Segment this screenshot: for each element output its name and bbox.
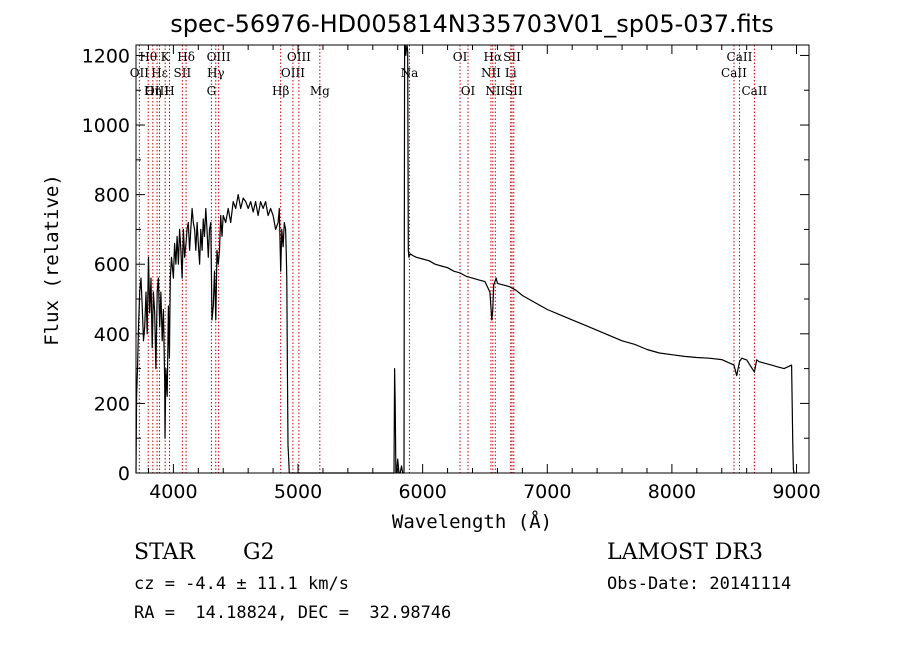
x-tick-label: 5000 <box>274 481 322 503</box>
emission-line-label: Li <box>505 66 517 80</box>
emission-line-label: Hη <box>144 84 162 98</box>
emission-line-label: OI <box>453 50 468 64</box>
emission-line-label: OIII <box>281 66 305 80</box>
emission-line-label: SII <box>174 66 192 80</box>
emission-line-label: Hθ <box>139 50 157 64</box>
plot-frame <box>135 44 810 474</box>
emission-line-label: SII <box>505 84 523 98</box>
emission-line-label: OIII <box>287 50 311 64</box>
y-tick-label: 400 <box>94 324 130 346</box>
emission-line-label: Hε <box>151 66 168 80</box>
chart-title: spec-56976-HD005814N335703V01_sp05-037.f… <box>170 10 773 38</box>
x-tick-label: 9000 <box>772 481 820 503</box>
emission-line-label: CaII <box>741 84 767 98</box>
x-tick-label: 8000 <box>648 481 696 503</box>
emission-line-label: SII <box>503 50 521 64</box>
y-tick-label: 200 <box>94 393 130 415</box>
y-tick-label: 1000 <box>82 115 130 137</box>
emission-line-label: OI <box>461 84 476 98</box>
spectrum-line-0 <box>135 44 796 474</box>
redshift-readout: cz = -4.4 ± 11.1 km/s <box>134 574 349 594</box>
object-class: STAR <box>134 540 195 565</box>
emission-line-label: Mg <box>310 84 330 98</box>
emission-line-label: K <box>161 50 171 64</box>
emission-line-label: NII <box>481 66 501 80</box>
y-tick-label: 0 <box>118 463 130 485</box>
emission-line-label: OIII <box>207 50 231 64</box>
x-tick-label: 6000 <box>398 481 446 503</box>
emission-line-label: Hγ <box>207 66 225 80</box>
emission-line-label: OIII <box>145 84 169 98</box>
spectrum-series <box>135 44 796 474</box>
object-subclass: G2 <box>243 540 275 565</box>
y-tick-label: 1200 <box>82 45 130 67</box>
observation-date: Obs-Date: 20141114 <box>607 574 792 594</box>
emission-line-label: CaII <box>721 66 747 80</box>
x-tick-label: 7000 <box>523 481 571 503</box>
emission-line-label: Hβ <box>272 84 289 98</box>
y-tick-label: 800 <box>94 185 130 207</box>
y-axis-label: Flux (relative) <box>41 174 63 346</box>
emission-line-label: Hα <box>484 50 503 64</box>
emission-line-label: CaII <box>727 50 753 64</box>
emission-line-label: Na <box>401 66 419 80</box>
coordinates-readout: RA = 14.18824, DEC = 32.98746 <box>134 603 452 623</box>
emission-line-label: G <box>207 84 217 98</box>
emission-line-label: Hδ <box>177 50 195 64</box>
y-tick-label: 600 <box>94 254 130 276</box>
x-tick-label: 4000 <box>149 481 197 503</box>
emission-line-label: H <box>164 84 174 98</box>
x-axis-label: Wavelength (Å) <box>392 510 552 533</box>
emission-line-label: NII <box>485 84 505 98</box>
axis-ticks: 4000 5000 6000 7000 8000 9000 0 200 400 600 800 100… <box>82 45 821 503</box>
survey-name: LAMOST DR3 <box>607 540 763 565</box>
emission-line-markers: HθOIIOIIIHηHεKHSIIHδGHγOIIIHβOIIIOIIIMgN… <box>130 45 768 473</box>
emission-line-label: OII <box>130 66 150 80</box>
